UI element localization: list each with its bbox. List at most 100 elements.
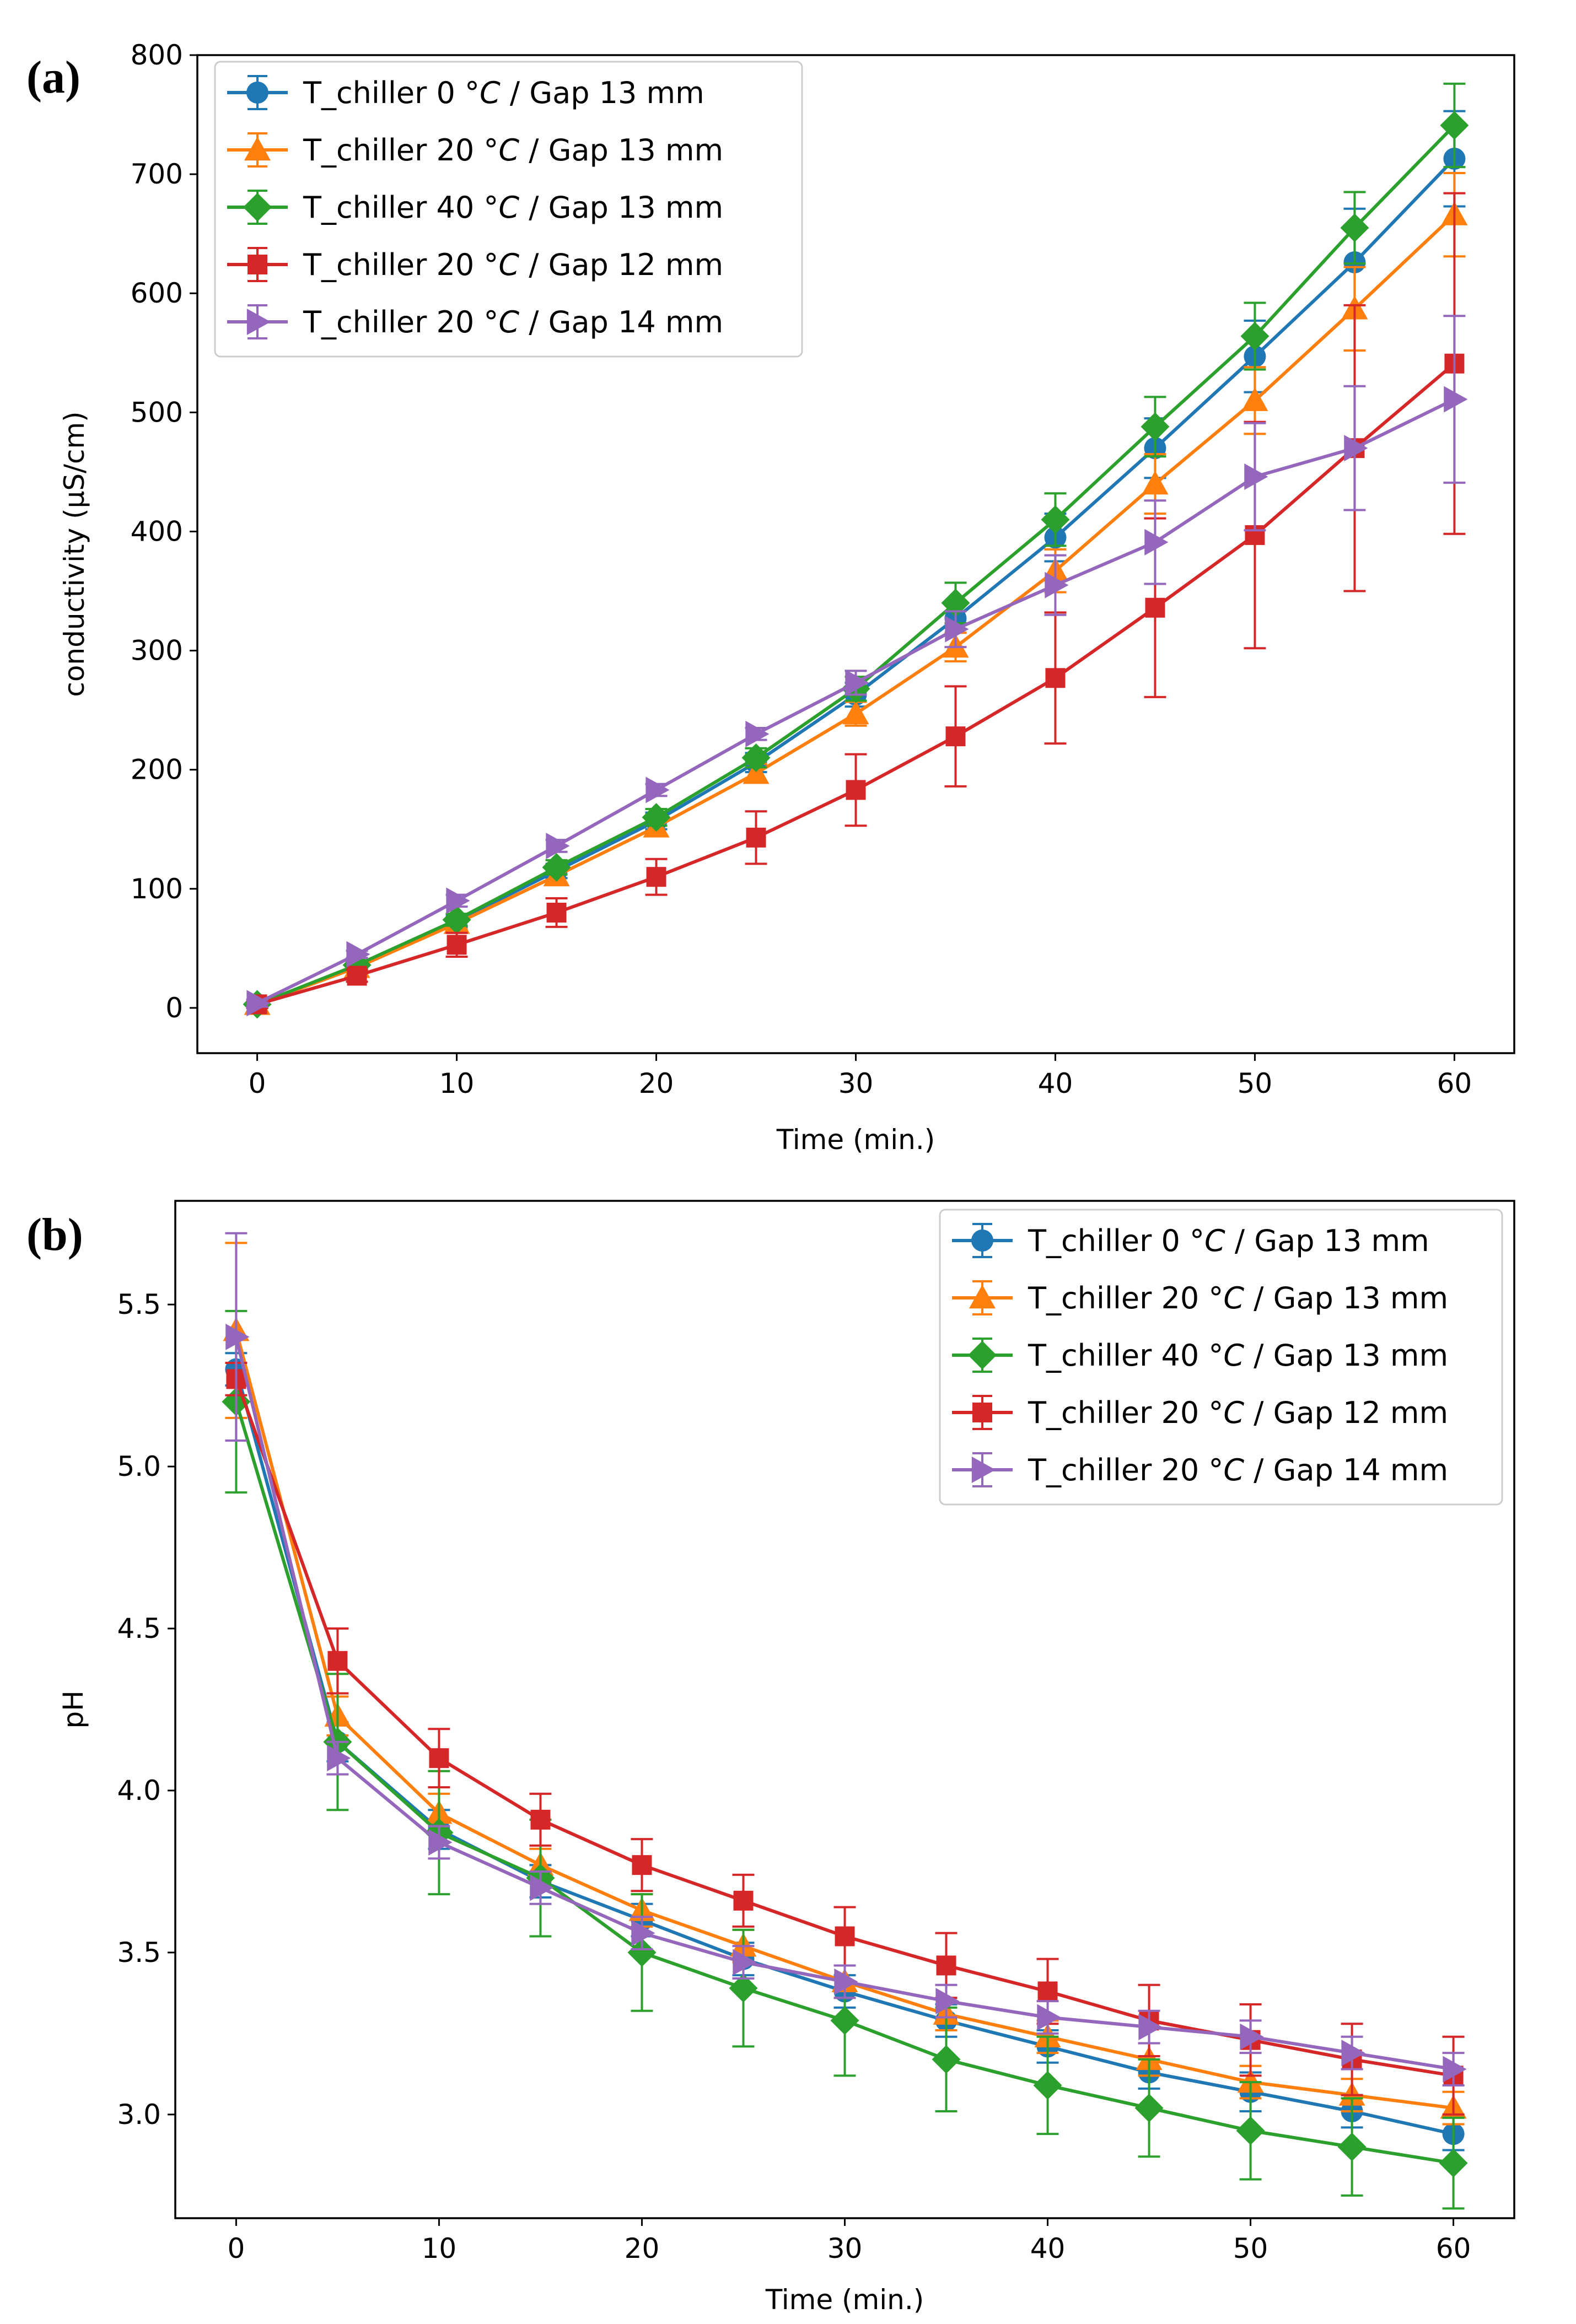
data-point: [246, 990, 271, 1017]
panel-label: (b): [26, 1209, 83, 1260]
x-tick-label: 0: [249, 1067, 266, 1099]
legend-marker: [968, 1341, 997, 1369]
legend-label-unit: C: [1223, 1395, 1244, 1430]
x-tick-label: 60: [1436, 2233, 1471, 2264]
legend-label-suffix: / Gap 13 mm: [519, 133, 723, 168]
data-point: [1142, 470, 1169, 495]
chart-panel-a: 0 10 20 30 40 50 600100200300400500600700800Ti…: [26, 39, 1515, 1156]
data-point: [1037, 1981, 1058, 2002]
legend-label-suffix: / Gap 13 mm: [1225, 1223, 1429, 1258]
legend-label-prefix: T_chiller 20 °: [1028, 1395, 1223, 1430]
data-point: [428, 1829, 453, 1856]
y-tick-label: 700: [131, 158, 183, 190]
data-point: [1344, 435, 1368, 462]
legend-label-unit: C: [498, 247, 519, 282]
legend-item: T_chiller 20 °C / Gap 12 mm: [952, 1395, 1448, 1430]
data-point: [1341, 2040, 1365, 2067]
data-point: [1444, 386, 1468, 413]
legend-label: T_chiller 20 °C / Gap 14 mm: [1028, 1453, 1448, 1487]
legend-label-prefix: T_chiller 20 °: [303, 247, 498, 282]
legend-item: T_chiller 40 °C / Gap 13 mm: [227, 190, 723, 225]
data-point: [1244, 463, 1268, 490]
data-point: [446, 887, 470, 914]
data-point: [1144, 529, 1169, 556]
y-tick-label: 200: [131, 754, 183, 786]
data-point: [1045, 668, 1066, 688]
data-point: [1034, 2023, 1061, 2047]
data-point: [941, 589, 970, 618]
legend: T_chiller 0 °C / Gap 13 mm T_chiller 20 °…: [939, 1209, 1503, 1506]
data-point: [546, 832, 570, 859]
data-point: [530, 1874, 554, 1901]
data-point: [733, 1890, 754, 1911]
legend-label-prefix: T_chiller 40 °: [1028, 1338, 1223, 1373]
plot-frame: [174, 1200, 1515, 2219]
data-point: [1337, 2132, 1367, 2161]
data-point: [1037, 2004, 1061, 2031]
x-tick-label: 20: [625, 2233, 660, 2264]
data-point: [1141, 412, 1170, 441]
legend-label-unit: C: [498, 190, 519, 225]
y-tick-label: 100: [131, 873, 183, 905]
plot-frame: [196, 54, 1515, 1054]
data-point: [741, 743, 771, 773]
legend-marker: [971, 1457, 996, 1483]
data-point: [1145, 597, 1165, 618]
legend-label: T_chiller 20 °C / Gap 12 mm: [303, 247, 723, 282]
data-point: [627, 1938, 657, 1967]
legend-marker: [246, 309, 271, 335]
data-point: [447, 935, 467, 955]
y-tick-label: 300: [131, 635, 183, 667]
legend-item: T_chiller 20 °C / Gap 13 mm: [952, 1280, 1448, 1315]
legend-label-suffix: / Gap 13 mm: [519, 190, 723, 225]
legend-label-unit: C: [1204, 1223, 1225, 1258]
data-point: [945, 616, 969, 643]
x-tick-label: 10: [439, 1067, 475, 1099]
legend-label: T_chiller 20 °C / Gap 14 mm: [303, 305, 723, 339]
legend-label-unit: C: [1223, 1453, 1244, 1487]
data-point: [746, 827, 766, 848]
data-point: [1440, 111, 1469, 140]
y-tick-label: 5.0: [117, 1451, 161, 1482]
data-point: [632, 1855, 652, 1875]
legend-marker: [243, 193, 272, 222]
data-point: [935, 1988, 960, 2015]
legend-label: T_chiller 40 °C / Gap 13 mm: [303, 190, 723, 225]
data-point: [1439, 2149, 1468, 2178]
y-tick-label: 3.0: [117, 2099, 161, 2131]
legend-marker: [972, 1403, 992, 1422]
x-axis-label: Time (min.): [765, 2284, 924, 2316]
data-point: [830, 2006, 859, 2035]
data-point: [347, 966, 367, 986]
legend-frame: [214, 61, 803, 358]
legend-item: T_chiller 20 °C / Gap 14 mm: [952, 1452, 1448, 1487]
legend-label-unit: C: [480, 76, 501, 110]
legend: T_chiller 0 °C / Gap 13 mmT_chiller 20 °…: [214, 61, 803, 358]
data-point: [546, 902, 567, 923]
x-tick-label: 60: [1437, 1067, 1472, 1099]
x-tick-label: 50: [1238, 1067, 1273, 1099]
legend-label-unit: C: [498, 133, 519, 168]
data-point: [1443, 2056, 1467, 2083]
x-tick-label: 20: [639, 1067, 674, 1099]
data-point: [1134, 2094, 1164, 2123]
x-tick-label: 0: [228, 2233, 245, 2264]
x-tick-label: 10: [422, 2233, 457, 2264]
legend-label: T_chiller 0 °C / Gap 13 mm: [1028, 1223, 1429, 1258]
legend-item: T_chiller 0 °C / Gap 13 mm: [952, 1223, 1429, 1258]
legend-item: T_chiller 0 °C / Gap 13 mm: [227, 75, 704, 110]
legend-label-prefix: T_chiller 0 °: [303, 76, 480, 110]
data-point: [1240, 2023, 1264, 2050]
legend-label-suffix: / Gap 12 mm: [519, 247, 723, 282]
legend-label-prefix: T_chiller 20 °: [1028, 1281, 1223, 1315]
legend-label-unit: C: [1223, 1338, 1244, 1373]
data-point: [733, 1949, 757, 1976]
data-point: [1241, 387, 1268, 411]
data-point: [542, 853, 571, 882]
x-tick-label: 40: [1030, 2233, 1066, 2264]
data-point: [1240, 322, 1270, 351]
y-tick-label: 400: [131, 515, 183, 547]
y-tick-label: 3.5: [117, 1937, 161, 1969]
legend-label-suffix: / Gap 13 mm: [501, 76, 704, 110]
